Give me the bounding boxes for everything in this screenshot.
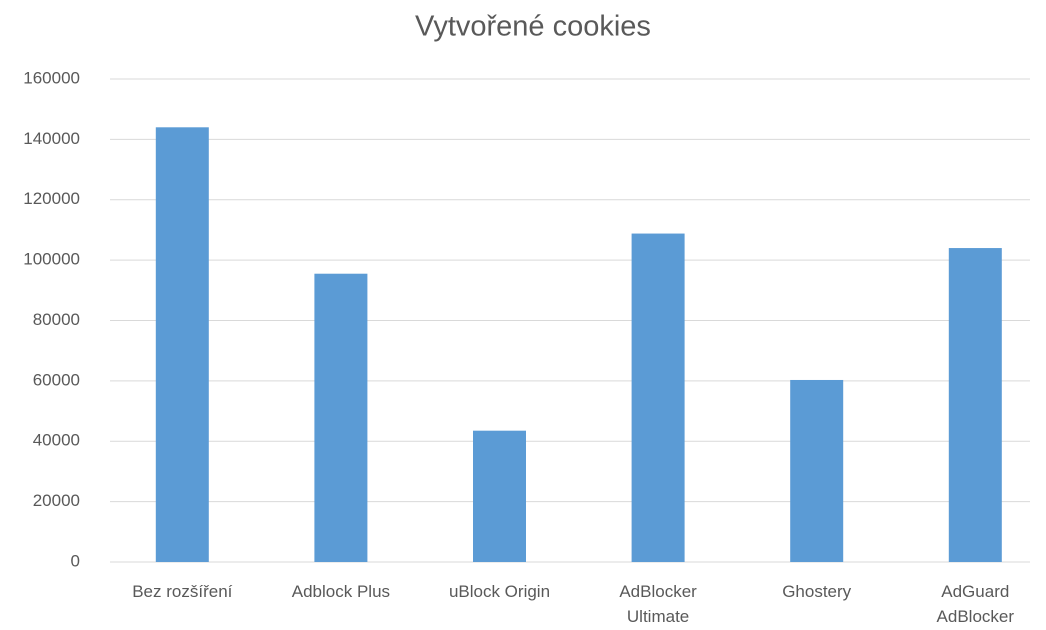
bar — [631, 233, 685, 562]
y-tick-label: 100000 — [23, 250, 80, 269]
x-tick-label: Ghostery — [782, 582, 852, 601]
y-tick-label: 0 — [71, 551, 80, 570]
y-tick-label: 140000 — [23, 129, 80, 148]
x-tick-label: Adblock Plus — [291, 582, 391, 601]
y-tick-label: 120000 — [23, 189, 80, 208]
x-tick-label: Bez rozšíření — [132, 582, 233, 601]
x-tick-label: uBlock Origin — [448, 582, 551, 601]
y-tick-label: 160000 — [23, 68, 80, 87]
y-tick-label: 40000 — [33, 431, 80, 450]
bar — [155, 127, 209, 563]
y-tick-label: 60000 — [33, 370, 80, 389]
bar — [314, 273, 368, 562]
bar — [473, 430, 526, 562]
x-tick-label: AdBlocker Ultimate — [619, 582, 697, 626]
y-tick-label: 80000 — [33, 310, 80, 329]
bar — [948, 248, 1002, 563]
bar — [790, 379, 844, 562]
x-tick-label: AdGuard AdBlocker — [936, 582, 1015, 626]
y-tick-label: 20000 — [33, 491, 80, 510]
chart-title: Vytvořené cookies — [415, 11, 651, 43]
